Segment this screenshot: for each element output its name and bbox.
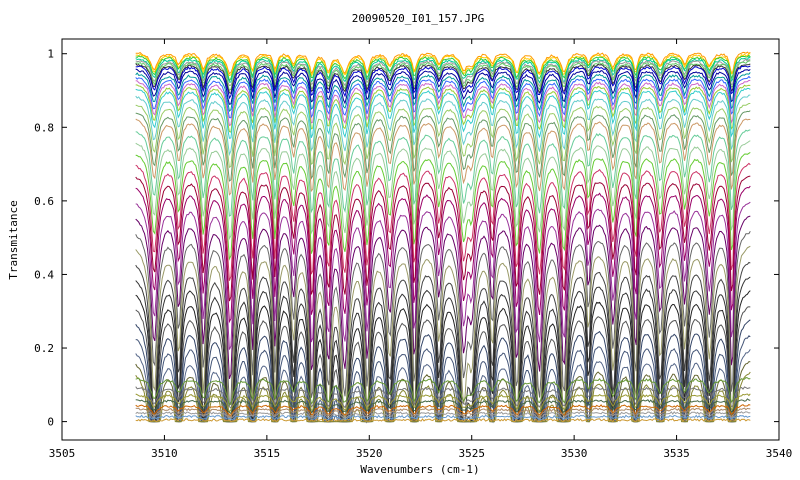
spectrum-series-line [135,418,751,423]
y-tick-label: 0.6 [34,195,54,208]
spectrum-series-line [135,65,751,100]
y-axis-label: Transmitance [7,200,20,279]
spectrum-series-line [135,129,751,217]
spectrum-series-line [135,231,751,406]
spectrum-series-line [135,393,751,413]
spectrum-series-line [135,58,751,88]
y-tick-label: 1 [47,48,54,61]
y-tick-label: 0 [47,416,54,429]
y-tick-label: 0.8 [34,121,54,134]
x-tick-label: 3520 [356,447,383,460]
spectrum-series-line [135,63,751,95]
spectrum-series-line [135,349,751,423]
spectrum-series-line [135,386,751,410]
spectrum-series-line [135,51,751,75]
x-tick-label: 3510 [151,447,178,460]
spectrum-series-line [135,215,751,379]
spectrum-series-line [135,261,751,424]
spectrum-series-line [135,151,751,261]
spectrum-series-line [135,72,751,112]
spectrum-series-line [135,335,751,423]
spectrum-series-line [135,201,751,350]
spectrum-series-line [135,94,751,157]
spectrum-series-line [135,75,751,119]
spectrum-series-line [135,79,751,127]
spectrum-series-line [135,175,751,302]
spectrum-series-line [135,87,751,139]
spectrum-series-line [135,276,751,423]
spectrum-series-line [135,162,751,281]
x-tick-label: 3525 [458,447,485,460]
x-ticks: 3505 3510 3515 3520 3525 3530 3535 3540 [49,39,793,460]
x-axis-label: Wavenumbers (cm-1) [360,463,479,476]
x-tick-label: 3515 [254,447,281,460]
spectrum-series-line [135,290,751,423]
plot-frame [61,38,780,441]
x-tick-label: 3540 [766,447,793,460]
y-tick-label: 0.2 [34,342,54,355]
spectrum-series-line [135,68,751,105]
spectrum-series-line [135,407,751,419]
spectrum-series-line [135,54,751,82]
spectrum-series-line [135,398,751,415]
x-tick-label: 3535 [663,447,690,460]
x-tick-label: 3505 [49,447,76,460]
spectrum-series-line [135,140,751,241]
spectrum-series-line [135,377,751,406]
spectrum-series-line [135,60,751,91]
spectrum-series-line [135,414,751,421]
spectrum-series-line [135,56,751,84]
spectrum-series-line [135,84,751,133]
x-tick-label: 3530 [561,447,588,460]
spectrum-series-line [135,110,751,182]
spectrum-series-line [135,306,751,423]
spectrum-series-line [135,371,751,423]
spectrum-series-line [135,118,751,196]
y-tick-label: 0.4 [34,268,54,281]
chart-title: 20090520_I01_157.JPG [352,12,484,25]
y-ticks: 0 0.2 0.4 0.6 0.8 1 [34,48,779,429]
spectrum-series-line [135,319,751,424]
spectrum-series-line [135,411,751,420]
spectrum-series-line [135,103,751,169]
spectrum-series-line [135,404,751,417]
spectrum-series-line [135,245,751,423]
series-layer [135,51,751,424]
spectrum-series-line [135,185,751,324]
